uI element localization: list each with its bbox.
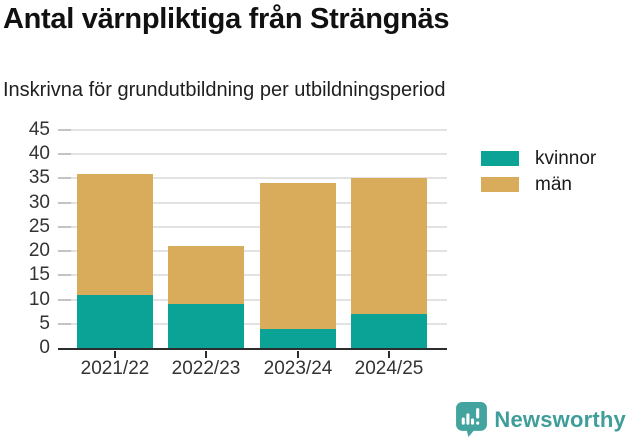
y-tick-label: 10 [28,288,50,310]
x-tick-label: 2021/22 [80,358,150,379]
legend-swatch-man [481,177,519,192]
bar-segment-mn [77,173,153,295]
legend: kvinnor män [481,147,597,202]
page-title: Antal värnpliktiga från Strängnäs [3,3,450,35]
y-tick-label: 45 [28,119,50,140]
bar-stack [351,130,427,348]
x-tick-label: 2022/23 [171,358,241,379]
x-tick-label: 2024/25 [354,358,424,379]
bar-stack [77,130,153,348]
y-axis-tick [58,153,71,156]
y-axis-tick [58,177,71,180]
y-axis-tick [58,298,71,301]
x-axis-tick [297,351,299,358]
gridline [58,322,447,325]
bar-stack [168,130,244,348]
bar-segment-mn [168,246,244,305]
y-tick-label: 15 [28,264,50,286]
plot-area [58,129,447,350]
gridline [58,153,447,156]
brand-footer: Newsworthy [456,402,626,437]
y-tick-label: 35 [28,167,50,189]
gridline [58,250,447,253]
y-axis-tick [58,201,71,204]
x-axis-tick [388,351,390,358]
y-tick-label: 20 [28,240,50,262]
y-axis-tick [58,274,71,277]
gridline [58,298,447,301]
y-axis-tick [58,322,71,325]
gridline [58,201,447,204]
legend-swatch-kvinnor [481,151,519,166]
bar-segment-kvinnor [77,294,153,348]
x-tick-label: 2023/24 [263,358,333,379]
legend-label-kvinnor: kvinnor [535,147,597,169]
gridline [58,129,447,132]
bar-segment-kvinnor [351,314,427,348]
x-axis-tick [114,351,116,358]
legend-label-man: män [535,173,572,195]
gridline [58,225,447,228]
legend-item-man: män [481,173,596,195]
gridline [58,274,447,277]
chart-subtitle: Inskrivna för grundutbildning per utbild… [3,79,446,101]
y-tick-label: 40 [28,143,50,165]
x-axis-tick [205,351,207,358]
y-axis-tick [58,250,71,253]
y-axis-tick [58,129,71,132]
y-tick-label: 30 [28,191,50,213]
bar-stack [260,130,336,348]
y-axis-tick [58,225,71,228]
gridline [58,177,447,180]
newsworthy-logo-icon [456,402,488,437]
bar-segment-mn [351,178,427,315]
y-tick-label: 5 [39,312,50,334]
y-tick-label: 0 [39,337,50,358]
bar-segment-kvinnor [168,304,244,348]
legend-item-kvinnor: kvinnor [481,147,597,169]
y-tick-label: 25 [28,215,50,237]
bar-segment-kvinnor [260,328,336,348]
brand-name: Newsworthy [494,406,626,432]
bar-segment-mn [260,183,336,329]
